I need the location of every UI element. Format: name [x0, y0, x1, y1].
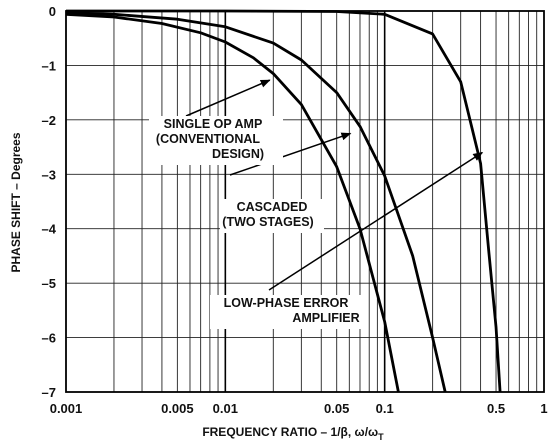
x-tick-label: 0.005	[161, 401, 194, 416]
annotation-text: LOW-PHASE ERROR	[224, 296, 349, 310]
y-tick-label: –6	[42, 331, 56, 346]
annotation-arrow	[229, 132, 352, 176]
y-tick-label: –4	[42, 222, 57, 237]
x-tick-label: 0.001	[50, 401, 83, 416]
annotation-text: (CONVENTIONAL	[156, 132, 261, 146]
y-tick-label: –5	[42, 276, 56, 291]
y-tick-label: –3	[42, 167, 56, 182]
y-tick-label: –1	[42, 58, 56, 73]
tick-labels: 0.001 0.005 0.01 0.05 0.1 0.5 1 0 –1 –2 –3 –4 –5 –6 –7	[42, 4, 548, 416]
x-tick-label: 0.5	[487, 401, 505, 416]
annotation-text: DESIGN)	[212, 147, 264, 161]
series-line	[65, 11, 447, 393]
series-line	[65, 12, 400, 393]
annotation-text: CASCADED	[237, 200, 308, 214]
y-axis-label: PHASE SHIFT – Degrees	[9, 132, 23, 272]
y-tick-label: –2	[42, 113, 56, 128]
curves	[65, 9, 502, 393]
x-tick-label: 0.01	[213, 401, 238, 416]
annotation-text: (TWO STAGES)	[222, 215, 313, 229]
series-line	[66, 9, 502, 393]
annotation-background	[149, 116, 283, 165]
x-tick-label: 1	[540, 401, 547, 416]
x-tick-label: 0.05	[324, 401, 349, 416]
annotation-background	[210, 295, 364, 329]
annotation-arrow	[185, 79, 271, 117]
annotation-background	[220, 199, 324, 233]
x-tick-label: 0.1	[376, 401, 394, 416]
x-axis-label: FREQUENCY RATIO – 1/β, ω/ωT	[202, 425, 384, 442]
y-tick-label: –7	[42, 385, 56, 400]
annotation-text: AMPLIFIER	[292, 311, 359, 325]
y-tick-label: 0	[49, 4, 56, 19]
annotation-arrow	[268, 151, 484, 291]
annotation-text: SINGLE OP AMP	[164, 117, 263, 131]
